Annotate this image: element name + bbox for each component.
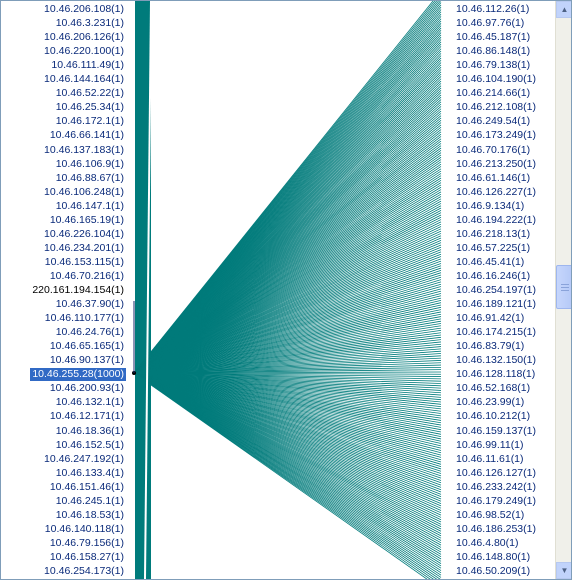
left-node-label[interactable]: 10.46.206.126(1) <box>44 31 124 44</box>
right-node-label[interactable]: 10.46.104.190(1) <box>456 73 536 86</box>
left-node-label[interactable]: 10.46.70.216(1) <box>49 269 124 282</box>
right-node-label[interactable]: 10.46.45.41(1) <box>456 255 525 268</box>
left-node-label[interactable]: 10.46.88.67(1) <box>55 171 124 184</box>
left-node-label[interactable]: 10.46.106.9(1) <box>55 157 124 170</box>
right-node-label[interactable]: 10.46.233.242(1) <box>456 480 536 493</box>
right-node-label[interactable]: 10.46.128.118(1) <box>456 368 536 381</box>
left-node-label[interactable]: 10.46.25.34(1) <box>55 101 124 114</box>
left-node-label[interactable]: 10.46.133.4(1) <box>55 466 124 479</box>
right-node-label[interactable]: 10.46.91.42(1) <box>456 312 525 325</box>
left-node-label[interactable]: 10.46.254.173(1) <box>44 565 124 577</box>
left-node-label[interactable]: 10.46.172.1(1) <box>55 115 124 128</box>
right-node-label[interactable]: 10.46.126.127(1) <box>456 466 536 479</box>
right-node-label[interactable]: 10.46.86.148(1) <box>456 45 531 58</box>
left-node-label[interactable]: 10.46.90.137(1) <box>49 354 124 367</box>
right-node-label[interactable]: 10.46.212.108(1) <box>456 101 536 114</box>
left-node-label[interactable]: 10.46.24.76(1) <box>55 326 124 339</box>
right-node-label[interactable]: 10.46.61.146(1) <box>456 171 531 184</box>
right-node-label[interactable]: 10.46.9.134(1) <box>456 199 525 212</box>
left-node-label[interactable]: 10.46.153.115(1) <box>44 255 124 268</box>
left-node-label[interactable]: 10.46.158.27(1) <box>49 550 124 563</box>
right-node-label[interactable]: 10.46.112.26(1) <box>456 3 530 15</box>
right-node-label[interactable]: 10.46.45.187(1) <box>456 31 531 44</box>
scrollbar-thumb[interactable] <box>556 265 571 309</box>
right-node-label[interactable]: 10.46.218.13(1) <box>456 227 531 240</box>
right-node-label[interactable]: 10.46.148.80(1) <box>456 550 531 563</box>
grip-line <box>561 290 569 291</box>
right-node-label[interactable]: 10.46.214.66(1) <box>456 87 531 100</box>
right-node-label[interactable]: 10.46.70.176(1) <box>456 143 531 156</box>
right-node-label[interactable]: 10.46.249.54(1) <box>456 115 531 128</box>
vertical-scrollbar[interactable]: ▲ ▼ <box>555 1 571 579</box>
left-node-label[interactable]: 10.46.151.46(1) <box>49 480 124 493</box>
left-node-label[interactable]: 10.46.37.90(1) <box>55 298 124 311</box>
connection-graph <box>132 1 442 579</box>
right-node-label[interactable]: 10.46.254.197(1) <box>456 284 536 296</box>
right-node-label[interactable]: 10.46.189.121(1) <box>456 298 536 311</box>
left-node-label[interactable]: 10.46.79.156(1) <box>49 536 124 549</box>
left-node-label[interactable]: 10.46.18.53(1) <box>55 508 124 521</box>
right-node-label[interactable]: 10.46.57.225(1) <box>456 241 531 254</box>
right-node-label[interactable]: 10.46.4.80(1) <box>456 536 519 549</box>
right-node-label[interactable]: 10.46.173.249(1) <box>456 129 536 142</box>
edge-gap <box>144 1 152 579</box>
left-node-label[interactable]: 10.46.147.1(1) <box>55 199 124 212</box>
left-node-label[interactable]: 10.46.52.22(1) <box>55 87 124 100</box>
left-node-label[interactable]: 10.46.226.104(1) <box>44 227 124 240</box>
left-node-label[interactable]: 10.46.132.1(1) <box>55 396 124 409</box>
grip-line <box>561 287 569 288</box>
grip-line <box>561 284 569 285</box>
left-node-label[interactable]: 10.46.65.165(1) <box>49 340 124 353</box>
right-node-label[interactable]: 10.46.16.246(1) <box>456 269 531 282</box>
right-node-label[interactable]: 10.46.23.99(1) <box>456 396 525 409</box>
left-node-label[interactable]: 10.46.106.248(1) <box>44 185 124 198</box>
edge-line <box>133 372 428 579</box>
left-node-label[interactable]: 10.46.18.36(1) <box>55 424 124 437</box>
selected-node-label[interactable]: 10.46.255.28(1000) <box>29 367 127 383</box>
left-node-label[interactable]: 10.46.165.19(1) <box>49 213 124 226</box>
left-node-label[interactable]: 10.46.200.93(1) <box>49 382 124 395</box>
left-node-label[interactable]: 10.46.140.118(1) <box>44 522 124 535</box>
arrow-up-icon[interactable]: ▲ <box>556 1 571 18</box>
left-node-label[interactable]: 10.46.206.108(1) <box>44 3 124 15</box>
right-node-label[interactable]: 10.46.83.79(1) <box>456 340 525 353</box>
left-node-label[interactable]: 220.161.194.154(1) <box>32 284 124 296</box>
right-node-label[interactable]: 10.46.186.253(1) <box>456 522 536 535</box>
right-node-label[interactable]: 10.46.50.209(1) <box>456 565 531 577</box>
left-node-label[interactable]: 10.46.247.192(1) <box>44 452 124 465</box>
right-node-label[interactable]: 10.46.99.11(1) <box>456 438 524 451</box>
right-node-label[interactable]: 10.46.10.212(1) <box>456 410 531 423</box>
left-node-label[interactable]: 10.46.3.231(1) <box>55 17 124 30</box>
right-node-label[interactable]: 10.46.159.137(1) <box>456 424 536 437</box>
right-node-label[interactable]: 10.46.132.150(1) <box>456 354 536 367</box>
right-node-label[interactable]: 10.46.194.222(1) <box>456 213 536 226</box>
left-node-label[interactable]: 10.46.110.177(1) <box>44 312 124 325</box>
right-node-label[interactable]: 10.46.126.227(1) <box>456 185 536 198</box>
right-node-label[interactable]: 10.46.79.138(1) <box>456 59 531 72</box>
left-node-label[interactable]: 10.46.245.1(1) <box>55 494 124 507</box>
arrow-down-icon[interactable]: ▼ <box>556 562 571 579</box>
right-node-label[interactable]: 10.46.174.215(1) <box>456 326 536 339</box>
right-node-label[interactable]: 10.46.213.250(1) <box>456 157 536 170</box>
left-node-label[interactable]: 10.46.66.141(1) <box>49 129 124 142</box>
left-node-label[interactable]: 10.46.144.164(1) <box>44 73 124 86</box>
left-node-label[interactable]: 10.46.12.171(1) <box>49 410 124 423</box>
right-node-label[interactable]: 10.46.97.76(1) <box>456 17 525 30</box>
left-node-label[interactable]: 10.46.137.183(1) <box>44 143 124 156</box>
right-node-label[interactable]: 10.46.179.249(1) <box>456 494 536 507</box>
left-node-label[interactable]: 10.46.111.49(1) <box>51 59 124 72</box>
left-node-label[interactable]: 10.46.152.5(1) <box>55 438 124 451</box>
right-node-label[interactable]: 10.46.11.61(1) <box>456 452 524 465</box>
left-node-label[interactable]: 10.46.220.100(1) <box>44 45 124 58</box>
right-node-label[interactable]: 10.46.52.168(1) <box>456 382 531 395</box>
right-node-label[interactable]: 10.46.98.52(1) <box>456 508 525 521</box>
left-node-label[interactable]: 10.46.234.201(1) <box>44 241 124 254</box>
